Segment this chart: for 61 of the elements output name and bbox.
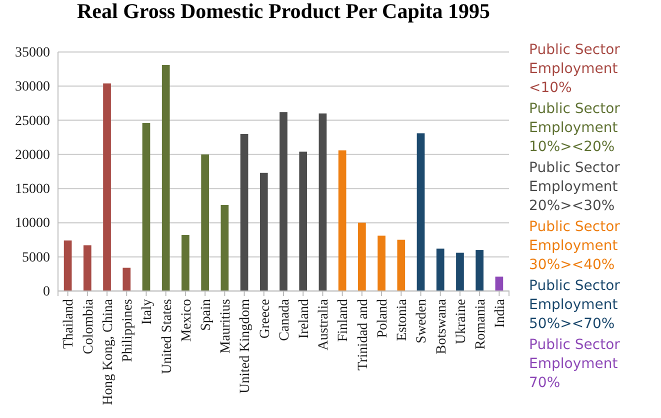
y-tick-label: 35000 bbox=[15, 45, 50, 60]
bar bbox=[220, 204, 229, 291]
bar bbox=[122, 268, 131, 291]
bar bbox=[260, 172, 268, 291]
text: Public Sector Employment 20%><30% bbox=[529, 160, 620, 214]
x-tick-label: Canada bbox=[277, 298, 292, 341]
x-tick-label: Sweden bbox=[414, 299, 430, 344]
bar bbox=[103, 83, 111, 291]
x-tick-label: Poland bbox=[375, 299, 390, 338]
x-tick-label: Botswana bbox=[434, 298, 450, 354]
x-tick-label: Australia bbox=[316, 298, 332, 350]
x-tick-label: Greece bbox=[258, 299, 273, 339]
x-tick-label: Finland bbox=[336, 299, 352, 342]
bar bbox=[240, 134, 248, 291]
chart-title: Real Gross Domestic Product Per Capita 1995 bbox=[77, 0, 490, 23]
x-tick-label: Hong Kong, China bbox=[100, 298, 116, 406]
bar bbox=[416, 133, 425, 291]
bar bbox=[397, 240, 406, 291]
y-tick-label: 0 bbox=[43, 284, 50, 300]
text: Public Sector Employment 10%><20% bbox=[529, 101, 620, 155]
bar bbox=[182, 235, 190, 291]
bar bbox=[318, 113, 327, 291]
x-tick-label: Ukraine bbox=[454, 299, 469, 344]
bar bbox=[476, 250, 484, 291]
x-tick-label: Mauritius bbox=[218, 299, 234, 354]
y-tick-label: 20000 bbox=[15, 148, 50, 163]
x-tick-label: Estonia bbox=[395, 298, 410, 341]
y-tick-label: 5000 bbox=[22, 250, 50, 266]
x-tick-label: Colombia bbox=[81, 298, 96, 354]
bar bbox=[358, 222, 366, 291]
y-tick-label: 30000 bbox=[15, 80, 50, 95]
x-tick-label: United Kingdom bbox=[238, 298, 254, 394]
x-tick-label: Philippines bbox=[120, 299, 136, 362]
bar bbox=[83, 245, 92, 291]
x-tick-label: United States bbox=[160, 299, 175, 374]
x-tick-label: Thailand bbox=[62, 299, 77, 349]
x-tick-label: Italy bbox=[140, 299, 156, 325]
bar bbox=[162, 64, 170, 291]
text: Public Sector Employment 50%><70% bbox=[529, 278, 620, 332]
bar bbox=[64, 240, 72, 291]
x-tick-label: Ireland bbox=[297, 299, 312, 339]
y-tick-label: 10000 bbox=[15, 216, 50, 232]
bar bbox=[378, 236, 386, 291]
x-tick-label: Trinidad and bbox=[356, 299, 371, 370]
y-tick-label: 15000 bbox=[15, 182, 50, 198]
x-tick-label: Romania bbox=[473, 298, 488, 350]
bar bbox=[201, 154, 209, 291]
bar bbox=[299, 152, 308, 291]
bar bbox=[436, 248, 444, 291]
x-tick-label: Spain bbox=[198, 299, 214, 331]
x-tick-label: Mexico bbox=[179, 299, 194, 342]
text: Public Sector Employment 30%><40% bbox=[529, 219, 620, 273]
text: Public Sector Employment 70% bbox=[529, 337, 620, 391]
bar bbox=[338, 150, 346, 291]
bar bbox=[495, 276, 504, 291]
bar bbox=[456, 252, 464, 291]
text: Public Sector Employment <10% bbox=[529, 42, 620, 96]
bar bbox=[142, 123, 150, 291]
bar bbox=[280, 112, 288, 291]
x-tick-label: India bbox=[493, 298, 508, 328]
y-tick-label: 25000 bbox=[15, 114, 50, 129]
